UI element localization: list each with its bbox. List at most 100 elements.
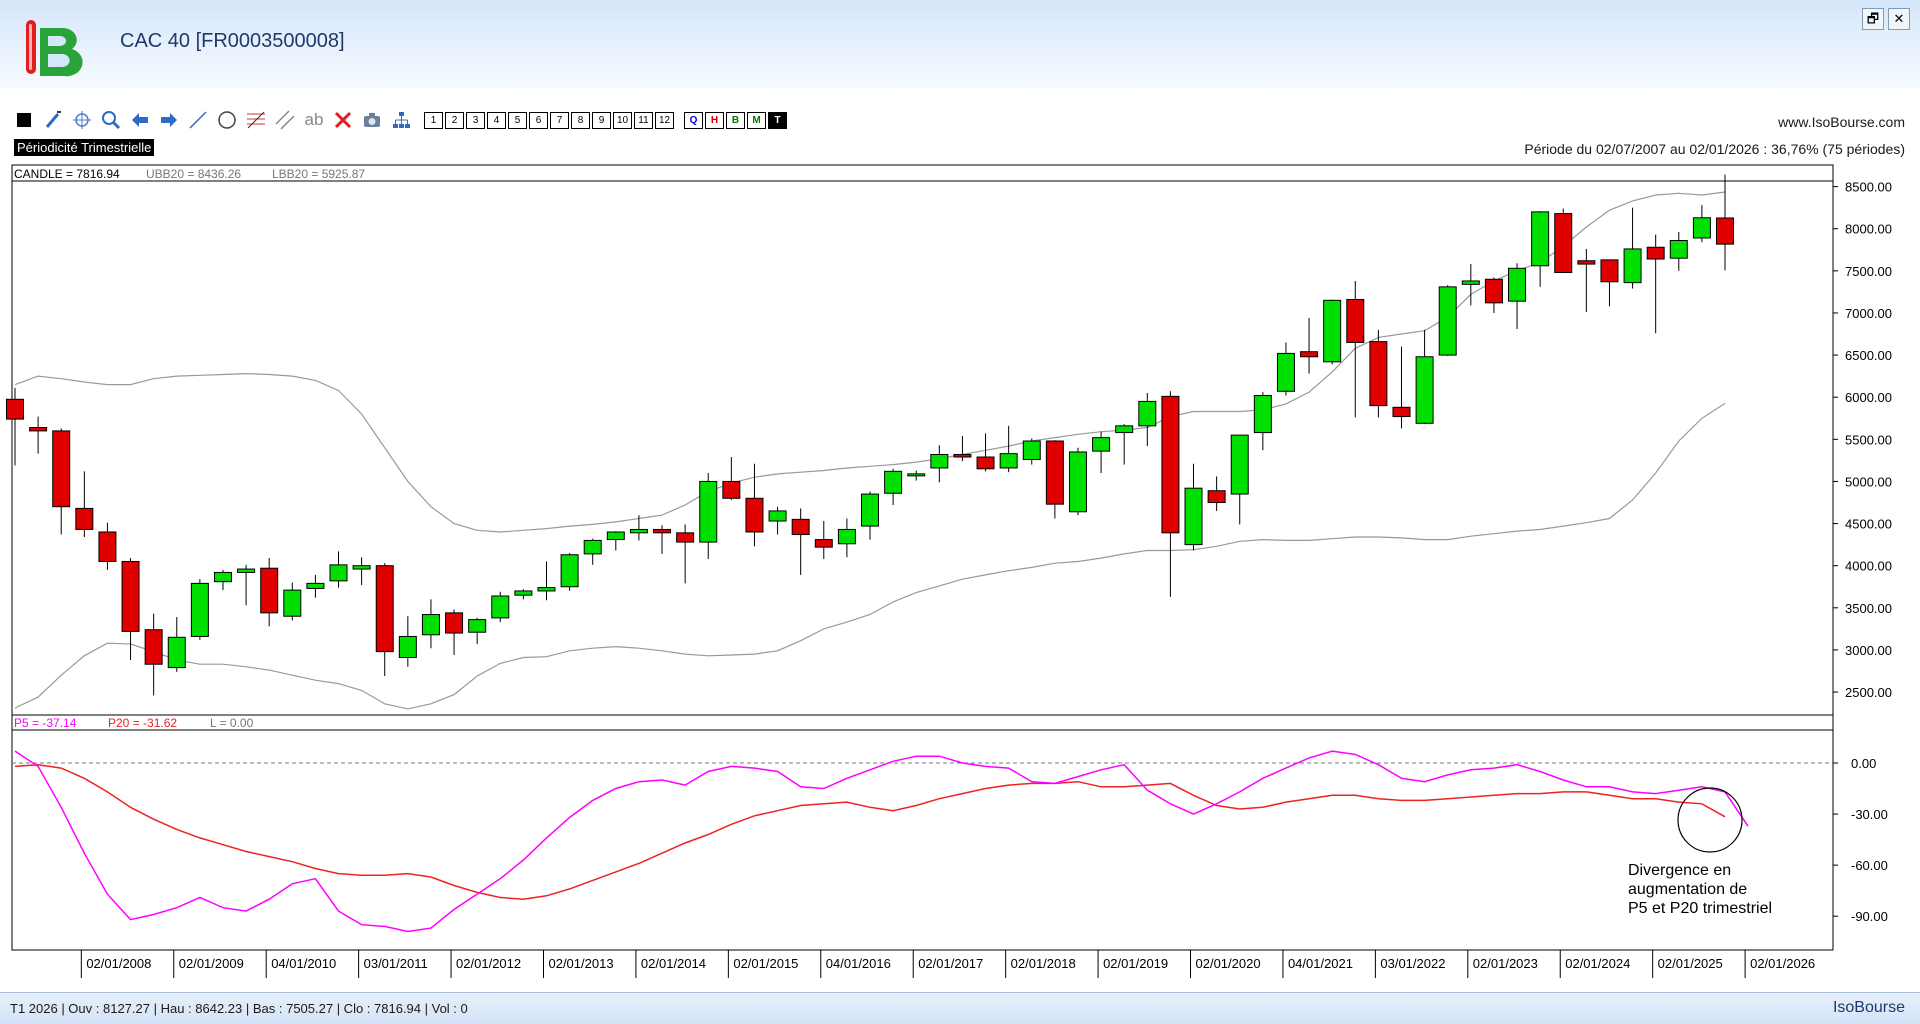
square-icon[interactable] [12, 108, 36, 132]
candle-up-body [537, 587, 556, 592]
candle-down-body [121, 560, 140, 632]
candle-down-body [6, 398, 24, 420]
candle [537, 561, 556, 601]
x-tick-label: 02/01/2015 [733, 956, 798, 971]
period-summary: Période du 02/07/2007 au 02/01/2026 : 36… [1524, 141, 1905, 157]
candle [1461, 264, 1480, 306]
period-button-M[interactable]: M [747, 111, 766, 129]
candle [629, 515, 648, 541]
candle-up-body [1669, 240, 1688, 259]
candle-down-body [375, 565, 394, 653]
candle [1600, 259, 1619, 307]
indicator-button-10[interactable]: 10 [613, 111, 632, 129]
periodicity-label: Périodicité Trimestrielle [14, 139, 155, 156]
indicator-button-8[interactable]: 8 [571, 111, 590, 129]
candle [907, 470, 926, 481]
status-bar: T1 2026 | Ouv : 8127.27 | Hau : 8642.23 … [0, 992, 1920, 1024]
candle-up-body [1438, 286, 1457, 356]
candle [1138, 392, 1157, 447]
line-icon[interactable] [186, 108, 210, 132]
candle-down-body [745, 497, 764, 533]
indicator-number-buttons: 1 2 3 4 5 6 7 8 9 10 11 12 [424, 111, 676, 129]
close-button[interactable]: ✕ [1888, 8, 1910, 30]
candle-up-body [884, 470, 903, 494]
candlestick-series [6, 174, 1734, 696]
candle [583, 538, 602, 565]
price-legend-item: LBB20 = 5925.87 [272, 167, 365, 181]
camera-icon[interactable] [360, 108, 384, 132]
x-tick-label: 02/01/2025 [1658, 956, 1723, 971]
candle-up-body [1276, 352, 1295, 392]
indicator-button-2[interactable]: 2 [445, 111, 464, 129]
pencil-icon[interactable] [41, 108, 65, 132]
indicator-button-11[interactable]: 11 [634, 111, 653, 129]
candle-up-body [167, 636, 186, 669]
candle-up-body [1623, 248, 1642, 284]
arrow-left-icon[interactable] [128, 108, 152, 132]
candle-up-body [213, 571, 232, 583]
candle [283, 582, 302, 621]
x-tick-label: 02/01/2013 [548, 956, 613, 971]
crosshair-icon[interactable] [70, 108, 94, 132]
candle-up-body [1253, 395, 1272, 434]
candle [676, 524, 695, 584]
period-button-H[interactable]: H [705, 111, 724, 129]
p5-line [14, 750, 1749, 933]
indicator-button-7[interactable]: 7 [550, 111, 569, 129]
candle-down-body [52, 430, 71, 508]
indicator-button-5[interactable]: 5 [508, 111, 527, 129]
candle [1531, 211, 1550, 287]
indicator-button-6[interactable]: 6 [529, 111, 548, 129]
chart-border [11, 164, 1834, 951]
text-icon[interactable]: ab [304, 110, 324, 129]
candle [398, 616, 417, 667]
delete-icon[interactable] [331, 108, 355, 132]
indicator-button-3[interactable]: 3 [466, 111, 485, 129]
zoom-icon[interactable] [99, 108, 123, 132]
x-tick-label: 02/01/2012 [456, 956, 521, 971]
x-tick-label: 02/01/2020 [1196, 956, 1261, 971]
candle [1253, 392, 1272, 451]
period-button-B[interactable]: B [726, 111, 745, 129]
candle-up-body [398, 635, 417, 659]
divergence-annotation: augmentation de [1628, 881, 1747, 898]
circle-icon[interactable] [215, 108, 239, 132]
divergence-annotation: Divergence en [1628, 862, 1731, 879]
candle [1092, 431, 1111, 474]
candle [213, 569, 232, 591]
candle-down-body [29, 427, 48, 432]
candle-up-body [1184, 487, 1203, 546]
candle [98, 522, 117, 570]
candle-down-body [791, 518, 810, 536]
period-button-Q[interactable]: Q [684, 111, 703, 129]
price-tick-label: 7500.00 [1845, 264, 1892, 279]
x-tick-label: 02/01/2024 [1565, 956, 1630, 971]
channel-icon[interactable] [273, 108, 297, 132]
x-tick-label: 04/01/2021 [1288, 956, 1353, 971]
arrow-right-icon[interactable] [157, 108, 181, 132]
fibonacci-icon[interactable] [244, 108, 268, 132]
indicator-button-9[interactable]: 9 [592, 111, 611, 129]
candle [75, 471, 94, 538]
candle [468, 617, 487, 645]
candle-down-body [1716, 217, 1734, 245]
indicator-button-1[interactable]: 1 [424, 111, 443, 129]
site-url[interactable]: www.IsoBourse.com [1778, 114, 1905, 130]
candle-up-body [768, 510, 787, 522]
indicator-tick-label: -60.00 [1851, 858, 1888, 873]
indicator-button-4[interactable]: 4 [487, 111, 506, 129]
candle-down-body [1646, 246, 1665, 260]
indicator-button-12[interactable]: 12 [655, 111, 674, 129]
candle [976, 433, 995, 472]
candle-down-body [1484, 278, 1503, 304]
candle [1692, 205, 1711, 243]
restore-button[interactable]: 🗗 [1862, 8, 1884, 30]
price-tick-label: 8500.00 [1845, 180, 1892, 195]
x-tick-label: 02/01/2014 [641, 956, 706, 971]
tree-icon[interactable] [389, 108, 413, 132]
candle-down-body [1300, 351, 1319, 358]
period-button-T[interactable]: T [768, 111, 787, 129]
